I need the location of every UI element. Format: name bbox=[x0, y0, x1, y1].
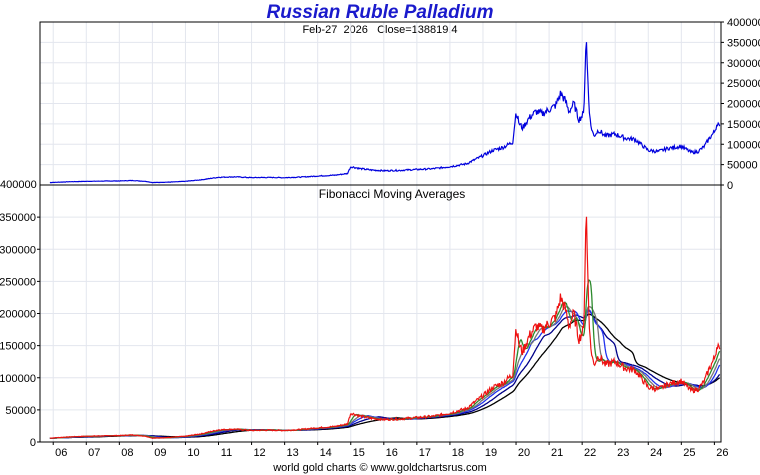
top-y-tick-label: 100000 bbox=[727, 139, 760, 151]
bottom-panel-y-axis: 0 50000 100000 150000 200000 250000 300000 3500… bbox=[0, 212, 40, 449]
bottom-y-tick-label: 100000 bbox=[0, 373, 36, 385]
top-y-tick-label: 350000 bbox=[727, 37, 760, 49]
ma-line-price bbox=[49, 216, 721, 439]
bottom-y-tick-label: 250000 bbox=[0, 276, 36, 288]
moving-averages-title: Fibonacci Moving Averages bbox=[319, 187, 466, 201]
top-panel-series bbox=[49, 42, 721, 184]
chart-title: Russian Ruble Palladium bbox=[266, 2, 494, 23]
x-tick-label: 11 bbox=[221, 447, 232, 459]
bottom-y-tick-label: 200000 bbox=[0, 309, 36, 321]
top-y-tick-label: 400000 bbox=[727, 17, 760, 29]
bottom-y-tick-label: 150000 bbox=[0, 341, 36, 353]
x-tick-label: 10 bbox=[187, 447, 199, 459]
x-tick-label: 23 bbox=[617, 447, 629, 459]
x-tick-label: 26 bbox=[716, 447, 728, 459]
x-tick-label: 21 bbox=[551, 447, 563, 459]
x-tick-label: 16 bbox=[386, 447, 398, 459]
x-tick-label: 25 bbox=[683, 447, 695, 459]
top-y-tick-label: 50000 bbox=[727, 160, 758, 172]
x-tick-label: 20 bbox=[518, 447, 530, 459]
x-tick-label: 24 bbox=[650, 447, 662, 459]
footer-credit: world gold charts © www.goldchartsrus.co… bbox=[273, 462, 487, 474]
top-y-tick-label: 300000 bbox=[727, 58, 760, 70]
x-tick-label: 15 bbox=[353, 447, 365, 459]
top-panel-grid bbox=[40, 21, 721, 186]
bottom-y-tick-label: 50000 bbox=[5, 405, 36, 417]
panel-frames bbox=[39, 21, 722, 443]
subtitle-date: Feb-27 bbox=[302, 24, 338, 36]
x-tick-label: 19 bbox=[485, 447, 497, 459]
x-tick-label: 17 bbox=[419, 447, 431, 459]
x-tick-label: 22 bbox=[584, 447, 596, 459]
x-tick-label: 08 bbox=[121, 447, 133, 459]
x-tick-label: 18 bbox=[452, 447, 464, 459]
bottom-y-tick-label: 300000 bbox=[0, 244, 36, 256]
price-line bbox=[49, 42, 721, 184]
top-y-tick-label: 250000 bbox=[727, 78, 760, 90]
x-tick-label: 12 bbox=[253, 447, 265, 459]
top-panel-y-axis: 0 50000 100000 150000 200000 250000 300000 3500… bbox=[721, 17, 760, 192]
top-y-tick-label: 200000 bbox=[727, 99, 760, 111]
x-tick-label: 13 bbox=[287, 447, 299, 459]
x-tick-label: 07 bbox=[88, 447, 100, 459]
bottom-y-tick-label: 0 bbox=[30, 437, 36, 449]
bottom-y-tick-label: 350000 bbox=[0, 212, 36, 224]
x-axis: 06 07 08 09 10 11 12 13 14 15 16 17 18 19 20 21 22 23 24 25… bbox=[52, 442, 729, 459]
bottom-panel-series bbox=[49, 216, 721, 439]
x-tick-label: 09 bbox=[154, 447, 166, 459]
x-tick-label: 14 bbox=[320, 447, 332, 459]
left-edge-label: 400000 bbox=[0, 179, 37, 191]
x-tick-label: 06 bbox=[55, 447, 67, 459]
top-y-tick-label: 150000 bbox=[727, 119, 760, 131]
bottom-panel-grid bbox=[40, 185, 721, 443]
top-y-tick-label: 0 bbox=[727, 180, 733, 192]
ma-line-ma-4 bbox=[49, 309, 721, 439]
subtitle-year: 2026 bbox=[343, 24, 368, 36]
